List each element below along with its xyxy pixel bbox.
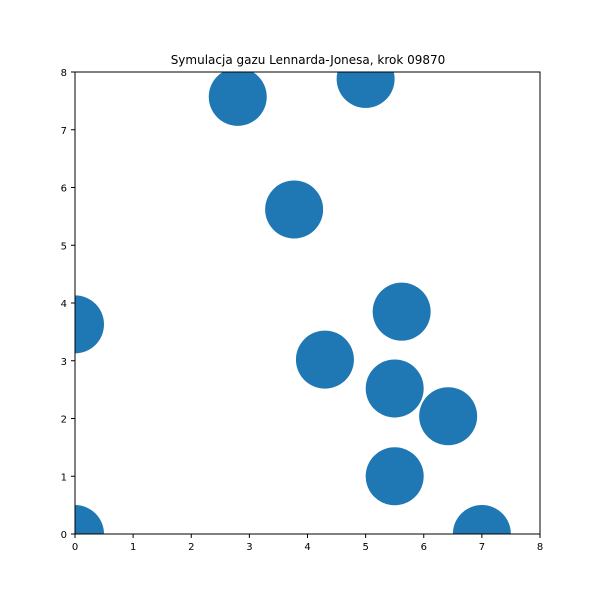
x-tick-label: 6 — [421, 542, 427, 553]
data-point-1 — [208, 72, 267, 126]
data-point-4 — [75, 295, 104, 354]
y-tick-label: 8 — [61, 68, 67, 79]
x-tick-label: 2 — [188, 542, 194, 553]
y-tick-label: 7 — [61, 126, 67, 137]
y-tick-label: 0 — [61, 530, 67, 541]
y-tick-label: 1 — [61, 472, 67, 483]
x-axis: 0 1 2 3 4 5 6 7 8 — [72, 534, 543, 553]
data-points — [75, 72, 511, 534]
data-point-6 — [295, 330, 354, 389]
data-point-7 — [365, 359, 424, 418]
x-tick-label: 8 — [537, 542, 543, 553]
x-tick-label: 7 — [479, 542, 485, 553]
data-point-11 — [452, 505, 511, 534]
y-tick-label: 5 — [61, 241, 67, 252]
y-tick-label: 3 — [61, 357, 67, 368]
axes-frame — [74, 71, 541, 535]
x-tick-label: 1 — [130, 542, 136, 553]
x-tick-label: 5 — [362, 542, 368, 553]
data-point-2 — [336, 72, 395, 108]
y-tick-label: 4 — [61, 299, 67, 310]
x-tick-label: 0 — [72, 542, 78, 553]
data-point-8 — [419, 387, 478, 446]
chart-title: Symulacja gazu Lennarda-Jonesa, krok 098… — [171, 53, 446, 67]
data-point-5 — [372, 282, 431, 341]
x-tick-label: 3 — [246, 542, 252, 553]
x-tick-label: 4 — [304, 542, 310, 553]
data-point-3 — [265, 180, 324, 239]
data-point-9 — [365, 447, 424, 506]
data-point-10 — [75, 505, 104, 534]
y-tick-label: 6 — [61, 184, 67, 195]
y-tick-label: 2 — [61, 415, 67, 426]
y-axis: 0 1 2 3 4 5 6 7 8 — [61, 68, 75, 541]
